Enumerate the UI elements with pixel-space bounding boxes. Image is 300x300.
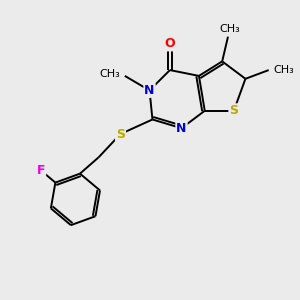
Text: N: N xyxy=(176,122,187,135)
Text: S: S xyxy=(229,104,238,117)
Text: N: N xyxy=(144,84,155,97)
Text: S: S xyxy=(116,128,125,140)
Text: CH₃: CH₃ xyxy=(100,69,121,80)
Text: O: O xyxy=(165,38,175,50)
Text: F: F xyxy=(37,164,45,177)
Text: CH₃: CH₃ xyxy=(219,24,240,34)
Text: CH₃: CH₃ xyxy=(273,65,294,75)
